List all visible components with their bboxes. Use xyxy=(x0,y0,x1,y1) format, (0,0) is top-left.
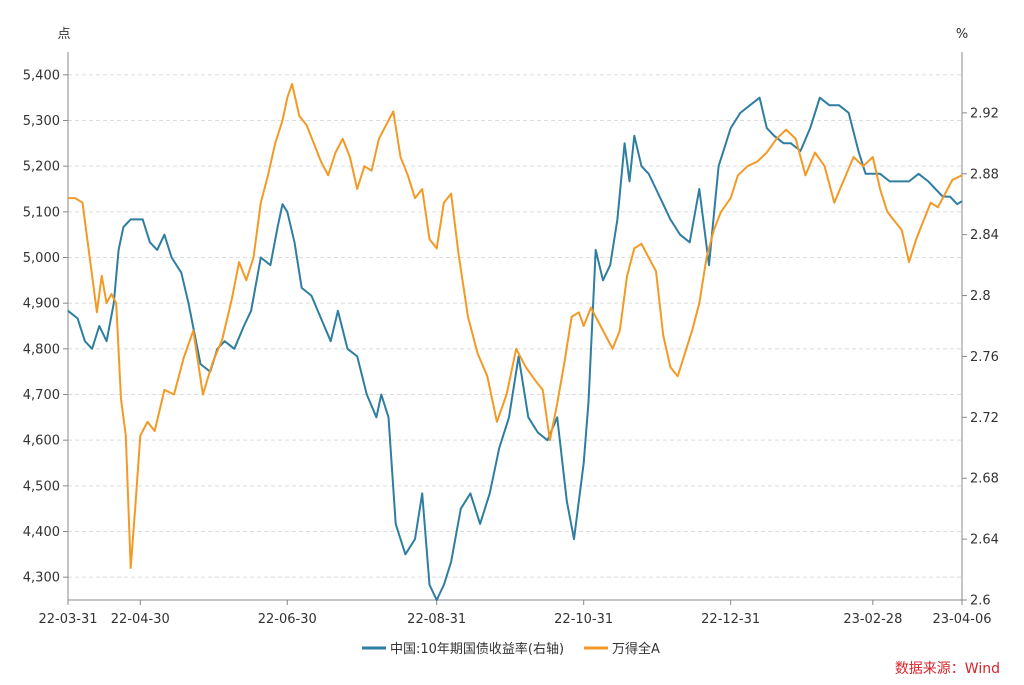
right-tick-label: 2.84 xyxy=(970,228,999,243)
grid xyxy=(68,74,962,578)
right-tick-label: 2.92 xyxy=(970,106,999,121)
left-tick-label: 4,700 xyxy=(23,388,60,403)
left-tick-label: 4,900 xyxy=(23,297,60,312)
left-tick-label: 5,000 xyxy=(23,251,60,266)
x-tick-label: 22-10-31 xyxy=(554,612,613,627)
left-axis-unit: 点 xyxy=(57,27,70,42)
right-tick-label: 2.76 xyxy=(970,350,999,365)
left-tick-label: 5,400 xyxy=(23,68,60,83)
x-tick-label: 23-02-28 xyxy=(843,612,902,627)
left-tick-label: 5,300 xyxy=(23,114,60,129)
series xyxy=(67,83,963,601)
right-tick-label: 2.64 xyxy=(970,533,999,548)
left-tick-label: 4,800 xyxy=(23,342,60,357)
legend-label-index: 万得全A xyxy=(612,641,660,657)
series-line-bond-yield xyxy=(67,96,963,601)
x-tick-label: 22-04-30 xyxy=(111,612,170,627)
left-tick-label: 4,600 xyxy=(23,434,60,449)
right-tick-label: 2.6 xyxy=(970,594,991,609)
series-line-wind-all-a xyxy=(68,83,963,569)
left-tick-label: 4,400 xyxy=(23,525,60,540)
x-tick-label: 22-06-30 xyxy=(258,612,317,627)
right-axis-unit: % xyxy=(956,27,968,42)
legend-label-yield: 中国:10年期国债收益率(右轴) xyxy=(390,641,564,657)
x-tick-label: 22-12-31 xyxy=(701,612,760,627)
x-tick-label: 23-04-06 xyxy=(932,612,991,627)
right-tick-label: 2.88 xyxy=(970,167,999,182)
x-tick-label: 22-08-31 xyxy=(407,612,466,627)
source-note: 数据来源：Wind xyxy=(895,661,1000,677)
x-tick-label: 22-03-31 xyxy=(38,612,97,627)
axes: 点 % 4,300 4,400 4,500 4,600 4,700 4,800 4,900 5… xyxy=(23,27,999,627)
right-tick-label: 2.72 xyxy=(970,411,999,426)
right-tick-label: 2.8 xyxy=(970,289,991,304)
right-tick-label: 2.68 xyxy=(970,472,999,487)
left-tick-label: 4,500 xyxy=(23,479,60,494)
left-tick-label: 5,100 xyxy=(23,205,60,220)
left-tick-label: 5,200 xyxy=(23,160,60,175)
legend: 中国:10年期国债收益率(右轴) 万得全A xyxy=(362,641,660,657)
left-tick-label: 4,300 xyxy=(23,571,60,586)
